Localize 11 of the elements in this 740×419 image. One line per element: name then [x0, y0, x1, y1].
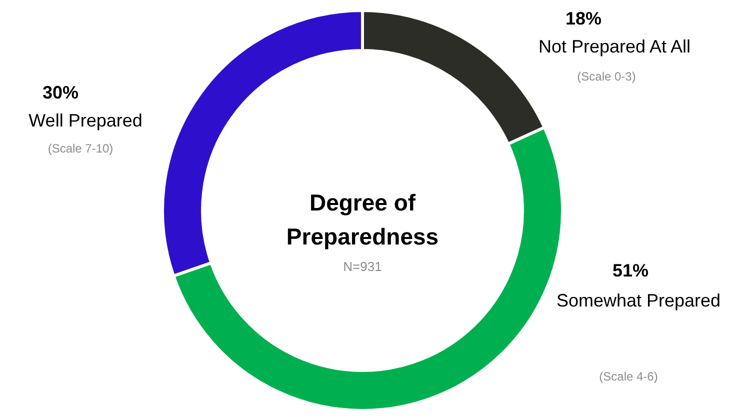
- data-label: 30%: [42, 82, 79, 102]
- slice-label: Well Prepared: [28, 110, 142, 130]
- text: N=931: [343, 259, 382, 274]
- text: (Scale 7-10): [48, 142, 114, 156]
- text: (Scale 0-3): [577, 70, 636, 84]
- data-label: 51%: [612, 260, 649, 280]
- data-label: 18%: [565, 8, 602, 28]
- slice-label: Not Prepared At All: [538, 36, 691, 56]
- slice-label: Somewhat Prepared: [556, 290, 721, 310]
- text: (Scale 4-6): [599, 370, 658, 384]
- text: Degree of Preparedness: [286, 190, 439, 250]
